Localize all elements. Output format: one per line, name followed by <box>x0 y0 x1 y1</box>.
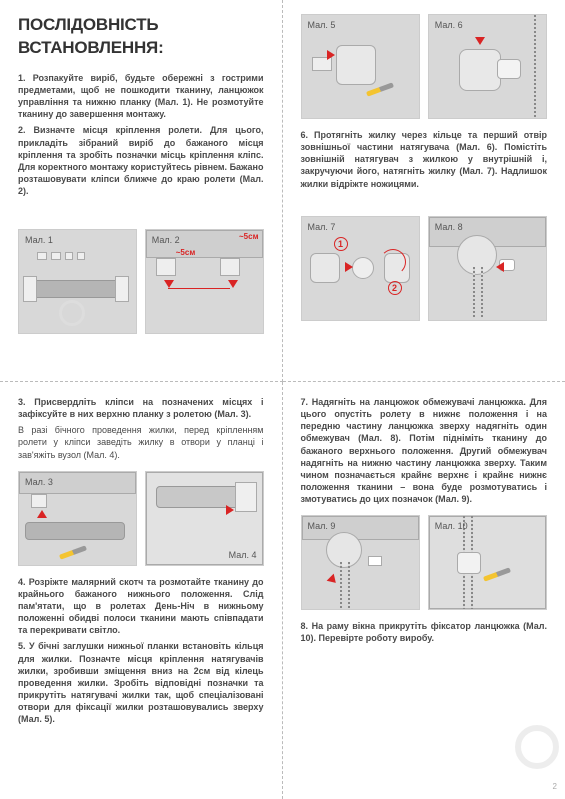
fig-8: Мал. 8 <box>428 216 547 321</box>
fig-9: Мал. 9 <box>301 515 420 610</box>
section-top-right: Мал. 5 Мал. 6 6. Протягніть жилку через … <box>283 0 565 382</box>
step-1: 1. Розпакуйте виріб, будьте обережні з г… <box>18 72 264 121</box>
step-5: 5. У бічні заглушки нижньої планки встан… <box>18 640 264 725</box>
fig-label: Мал. 9 <box>308 520 336 532</box>
fig-3: Мал. 3 <box>18 471 137 566</box>
fig-2: Мал. 2 ~5см ~5см <box>145 229 264 334</box>
label-5cm: ~5см <box>176 248 196 259</box>
section-bottom-left: 3. Присвердліть кліпси на позначених міс… <box>0 382 283 799</box>
step-8: 8. На раму вікна прикрутіть фіксатор лан… <box>301 620 548 644</box>
fig-5: Мал. 5 <box>301 14 420 119</box>
label-5cm: ~5см <box>239 232 259 243</box>
fig-label: Мал. 4 <box>229 549 257 561</box>
step-4: 4. Розріжте малярний скотч та розмотайте… <box>18 576 264 637</box>
fig-label: Мал. 2 <box>152 234 180 246</box>
fig-6: Мал. 6 <box>428 14 547 119</box>
figs-3-4: Мал. 3 Мал. 4 <box>18 471 264 566</box>
fig-label: Мал. 6 <box>435 19 463 31</box>
section-bottom-right: 7. Надягніть на ланцюжок обмежувачі ланц… <box>283 382 565 799</box>
page-title: ПОСЛІДОВНІСТЬ ВСТАНОВЛЕННЯ: <box>18 14 264 60</box>
step-2: 2. Визначте місця кріплення ролети. Для … <box>18 124 264 197</box>
instruction-page: ПОСЛІДОВНІСТЬ ВСТАНОВЛЕННЯ: 1. Розпакуйт… <box>0 0 565 799</box>
marker-2: 2 <box>388 281 402 295</box>
section-top-left: ПОСЛІДОВНІСТЬ ВСТАНОВЛЕННЯ: 1. Розпакуйт… <box>0 0 283 382</box>
fig-label: Мал. 5 <box>308 19 336 31</box>
step-3b: В разі бічного проведення жилки, перед к… <box>18 424 264 460</box>
fig-1: Мал. 1 <box>18 229 137 334</box>
marker-1: 1 <box>334 237 348 251</box>
fig-label: Мал. 10 <box>435 520 468 532</box>
fig-4: Мал. 4 <box>145 471 264 566</box>
figs-1-2: Мал. 1 Мал. 2 ~5см ~5см <box>18 229 264 334</box>
fig-label: Мал. 3 <box>25 476 53 488</box>
watermark-icon <box>515 725 559 769</box>
fig-7: Мал. 7 1 2 <box>301 216 420 321</box>
figs-7-8: Мал. 7 1 2 Мал. 8 <box>301 216 548 321</box>
fig-label: Мал. 1 <box>25 234 53 246</box>
figs-5-6: Мал. 5 Мал. 6 <box>301 14 548 119</box>
figs-9-10: Мал. 9 Мал. 10 <box>301 515 548 610</box>
step-6: 6. Протягніть жилку через кільце та перш… <box>301 129 548 190</box>
step-7: 7. Надягніть на ланцюжок обмежувачі ланц… <box>301 396 548 505</box>
fig-label: Мал. 7 <box>308 221 336 233</box>
fig-10: Мал. 10 <box>428 515 547 610</box>
fig-label: Мал. 8 <box>435 221 463 233</box>
step-3a: 3. Присвердліть кліпси на позначених міс… <box>18 396 264 420</box>
page-number: 2 <box>553 782 557 793</box>
